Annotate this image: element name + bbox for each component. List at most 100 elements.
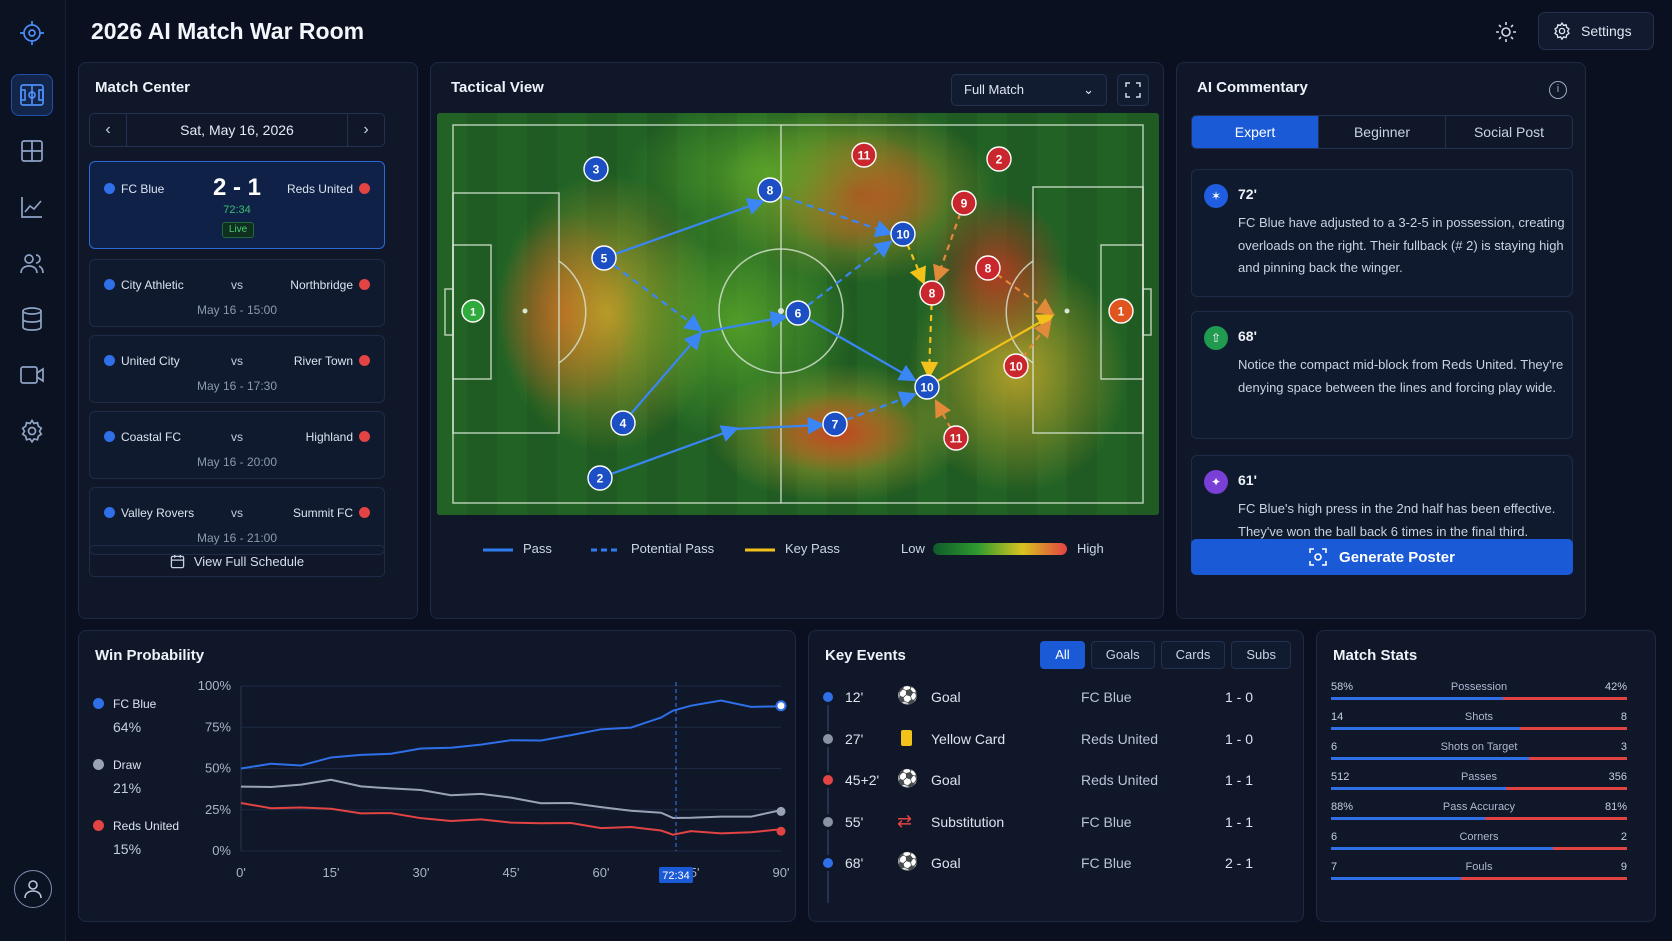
tab-expert[interactable]: Expert — [1192, 116, 1319, 148]
event-row[interactable]: 27' Yellow Card Reds United 1 - 0 — [809, 719, 1303, 759]
time-marker-badge: 72:34 — [659, 867, 693, 883]
chevron-left-icon[interactable]: ‹ — [105, 121, 111, 138]
kickoff-time: May 16 - 17:30 — [196, 379, 278, 393]
tab-subs[interactable]: Subs — [1231, 641, 1291, 669]
player-number: 11 — [950, 432, 963, 446]
live-badge: Live — [222, 222, 254, 238]
tab-social-post[interactable]: Social Post — [1473, 124, 1545, 140]
blue-player[interactable]: 5 — [591, 245, 617, 271]
analytics-icon[interactable] — [11, 186, 53, 228]
tab-goals[interactable]: Goals — [1090, 641, 1155, 669]
y-tick-label: 25% — [205, 802, 231, 817]
pitch-icon[interactable] — [11, 74, 53, 116]
stat-home: 88% — [1331, 801, 1354, 813]
yellow-card-icon — [901, 729, 912, 746]
event-minute: 55' — [845, 813, 864, 830]
stat-label: Possession — [1450, 681, 1508, 693]
player-number: 8 — [767, 184, 774, 198]
player-number: 6 — [795, 307, 802, 321]
x-tick-label: 15' — [323, 865, 340, 880]
player-number: 8 — [985, 262, 992, 276]
series-line-fc-blue — [240, 699, 782, 770]
event-team: Reds United — [1081, 772, 1159, 788]
blue-player[interactable]: 10 — [914, 374, 940, 400]
stat-away: 356 — [1608, 771, 1627, 783]
blue-goalkeeper[interactable]: 1 — [461, 299, 485, 323]
ball-icon: ⚽ — [897, 686, 919, 705]
tab-all[interactable]: All — [1040, 641, 1085, 669]
tactical-view-title: Tactical View — [451, 79, 544, 96]
player-number: 3 — [593, 163, 600, 177]
event-row[interactable]: 45+2' ⚽ Goal Reds United 1 - 1 — [809, 760, 1303, 800]
series-end-point — [776, 826, 786, 836]
away-team: Reds United — [287, 182, 370, 196]
fixture-card[interactable]: United City vs River Town May 16 - 17:30 — [89, 335, 385, 403]
players-icon[interactable] — [11, 242, 53, 284]
tactical-pitch[interactable]: 3 8 5 10 6 4 2 10 7 11 2 9 8 8 10 11 1 1 — [437, 113, 1159, 515]
blue-player[interactable]: 7 — [822, 411, 848, 437]
x-tick-label: 60' — [593, 865, 610, 880]
view-schedule-button[interactable]: View Full Schedule — [89, 545, 385, 577]
blue-player[interactable]: 6 — [785, 300, 811, 326]
stat-away: 2 — [1620, 831, 1627, 843]
event-team: FC Blue — [1081, 813, 1132, 830]
blue-player[interactable]: 8 — [757, 177, 783, 203]
blue-player[interactable]: 4 — [610, 410, 636, 436]
info-icon[interactable]: i — [1549, 81, 1567, 99]
red-player[interactable]: 10 — [1003, 353, 1029, 379]
generate-poster-button[interactable]: Generate Poster — [1191, 539, 1573, 575]
chevron-right-icon[interactable]: › — [363, 121, 369, 138]
stat-home: 14 — [1331, 711, 1344, 723]
vs-label: vs — [231, 430, 243, 444]
fixture-card[interactable]: Valley Rovers vs Summit FC May 16 - 21:0… — [89, 487, 385, 555]
tactical-view-panel: Tactical View Full Match ⌄ 3 8 5 10 6 4 2 10 7 11… — [430, 62, 1164, 619]
red-player[interactable]: 11 — [943, 425, 969, 451]
home-team-dot — [104, 183, 115, 194]
event-row[interactable]: 55' ⇄ Substitution FC Blue 1 - 1 — [809, 802, 1303, 842]
tab-beginner[interactable]: Beginner — [1319, 116, 1446, 148]
player-number: 5 — [601, 252, 608, 266]
video-icon[interactable] — [11, 354, 53, 396]
gear-icon[interactable] — [11, 410, 53, 452]
win-probability-chart: 0%25%50%75%100%0'15'30'45'60'75'90'72:34 — [198, 678, 789, 883]
key-events-panel: Key Events All Goals Cards Subs 12' ⚽ Go… — [808, 630, 1304, 922]
stat-bar — [1331, 757, 1627, 760]
settings-button[interactable]: Settings — [1538, 12, 1654, 50]
red-goalkeeper[interactable]: 1 — [1108, 298, 1134, 324]
red-player[interactable]: 2 — [986, 146, 1012, 172]
period-dropdown[interactable]: Full Match ⌄ — [951, 74, 1107, 106]
stat-home: 6 — [1331, 741, 1338, 753]
red-player[interactable]: 8 — [975, 255, 1001, 281]
blue-player[interactable]: 10 — [890, 221, 916, 247]
event-row[interactable]: 68' ⚽ Goal FC Blue 2 - 1 — [809, 843, 1303, 883]
ai-commentary-title: AI Commentary — [1197, 79, 1308, 96]
dashboard-icon[interactable] — [11, 130, 53, 172]
blue-player[interactable]: 2 — [587, 465, 613, 491]
database-icon[interactable] — [11, 298, 53, 340]
commentary-item: ✶ 72' FC Blue have adjusted to a 3-2-5 i… — [1191, 169, 1573, 297]
event-team: FC Blue — [1081, 689, 1132, 705]
fullscreen-icon[interactable] — [1117, 74, 1149, 106]
theme-toggle-icon[interactable] — [1492, 18, 1520, 46]
tab-cards[interactable]: Cards — [1160, 641, 1226, 669]
stat-away: 42% — [1604, 681, 1627, 693]
fixture-card[interactable]: Coastal FC vs Highland May 16 - 20:00 — [89, 411, 385, 479]
red-player[interactable]: 11 — [851, 142, 877, 168]
avatar[interactable] — [14, 870, 52, 908]
fixture-card[interactable]: City Athletic vs Northbridge May 16 - 15… — [89, 259, 385, 327]
event-minute: 45+2' — [845, 772, 880, 788]
live-match-card[interactable]: FC Blue Reds United 2 - 1 72:34 Live — [89, 161, 385, 249]
player-number: 1 — [470, 307, 476, 319]
blue-player[interactable]: 3 — [583, 156, 609, 182]
event-team: FC Blue — [1081, 855, 1132, 871]
event-row[interactable]: 12' ⚽ Goal FC Blue 1 - 0 — [809, 677, 1303, 717]
stat-bar-home — [1331, 757, 1530, 760]
x-tick-label: 0' — [236, 865, 246, 880]
event-score: 1 - 0 — [1225, 730, 1254, 747]
away-team: River Town — [294, 354, 370, 368]
red-player[interactable]: 9 — [951, 190, 977, 216]
red-player[interactable]: 8 — [919, 280, 945, 306]
player-number: 10 — [1009, 360, 1023, 374]
stat-home: 6 — [1331, 831, 1338, 843]
win-probability-panel: Win Probability FC Blue 64% Draw 21% Reds … — [78, 630, 796, 922]
